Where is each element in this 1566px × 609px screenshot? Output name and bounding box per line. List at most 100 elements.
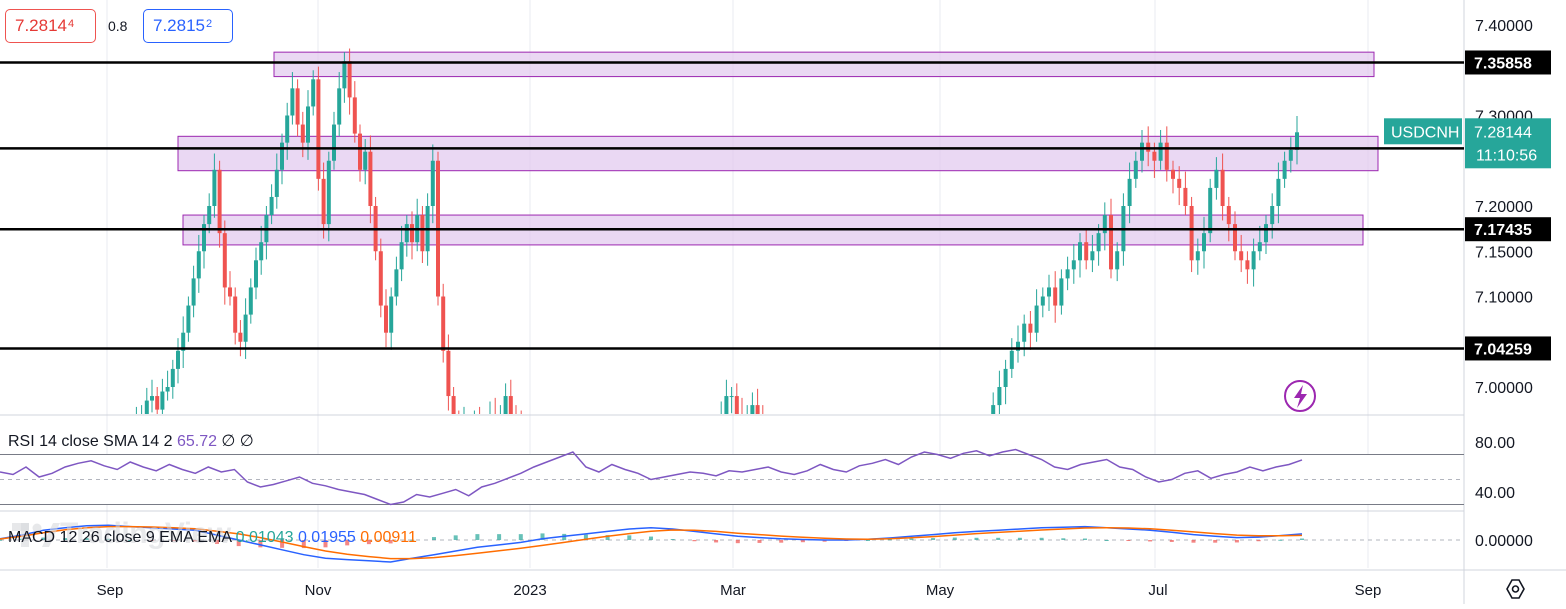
tradingview-logo: [12, 521, 60, 549]
candle-down: [714, 423, 718, 432]
rsi-na-2: ∅: [239, 433, 254, 450]
macd-legend[interactable]: MACD 12 26 close 9 EMA EMA 0.01043 0.019…: [8, 529, 417, 547]
price-tick-label: 7.00000: [1475, 380, 1533, 397]
candle-up: [1295, 132, 1299, 150]
macd-histogram-bar: [649, 536, 653, 540]
candle-down: [347, 61, 352, 98]
buy-price: 7.2815: [153, 16, 205, 35]
candle-down: [508, 396, 513, 414]
macd-histogram-bar: [128, 540, 133, 541]
candle-down: [1171, 169, 1175, 179]
macd-histogram-bar: [106, 538, 111, 540]
candles-group: [135, 48, 1299, 441]
candle-up: [186, 305, 191, 333]
candle-up: [1102, 215, 1107, 234]
candle-up: [202, 224, 206, 252]
macd-histogram-bar: [0, 539, 2, 541]
macd-histogram-bar: [931, 538, 936, 540]
candle-up: [1276, 178, 1281, 206]
macd-histogram-bar: [909, 538, 914, 540]
candle-down: [1028, 323, 1033, 333]
macd-histogram-bar: [388, 540, 393, 544]
macd-histogram-bar: [605, 535, 610, 540]
macd-histogram-bar: [475, 534, 480, 540]
macd-histogram-bar: [63, 538, 68, 540]
candle-down: [1189, 206, 1194, 261]
candle-up: [280, 142, 284, 170]
macd-histogram-bar: [1061, 538, 1066, 540]
time-tick-label: Mar: [720, 582, 746, 599]
candle-up: [311, 79, 316, 107]
candle-up: [269, 196, 274, 216]
candle-up: [181, 332, 186, 351]
candle-down: [358, 133, 362, 170]
watermark-text: TradingView: [60, 517, 231, 550]
candle-up: [212, 169, 217, 206]
candle-up: [389, 296, 394, 333]
macd-histogram-bar: [757, 540, 762, 543]
candle-up: [1022, 323, 1027, 342]
candle-down: [467, 423, 471, 441]
price-tick-label: 7.40000: [1475, 18, 1533, 35]
candle-up: [274, 169, 279, 197]
macd-histogram-bar: [193, 540, 198, 542]
candle-up: [745, 414, 749, 423]
candle-down: [734, 396, 739, 414]
candle-up: [1140, 142, 1144, 161]
macd-histogram-bar: [1256, 540, 1261, 542]
rsi-tick-label: 40.00: [1475, 485, 1515, 502]
macd-histogram-bar: [1191, 540, 1196, 543]
price-tick-label: 7.15000: [1475, 244, 1533, 261]
macd-histogram-bar: [692, 540, 697, 542]
candle-up: [1127, 178, 1132, 206]
macd-histogram-bar: [280, 540, 285, 548]
candle-up: [1065, 269, 1070, 279]
candle-down: [321, 178, 326, 225]
candle-down: [1245, 260, 1250, 270]
macd-histogram-bar: [518, 534, 523, 540]
candle-up: [254, 260, 258, 288]
macd-signal-line: [0, 525, 1303, 560]
candle-up: [1214, 169, 1219, 188]
macd-histogram-bar: [714, 540, 719, 543]
candle-down: [238, 332, 243, 342]
candle-down: [1177, 178, 1182, 188]
candle-up: [503, 396, 508, 414]
macd-histogram-bar: [301, 540, 306, 549]
candle-up: [498, 414, 502, 441]
candle-up: [1251, 251, 1256, 270]
candle-up: [160, 391, 165, 410]
sell-price: 7.2814: [15, 16, 67, 35]
macd-histogram-bar: [1126, 540, 1131, 541]
macd-histogram-bar: [952, 537, 957, 540]
candle-down: [1233, 224, 1237, 252]
time-tick-label: Sep: [97, 582, 124, 599]
macd-histogram-bar: [84, 538, 89, 540]
candle-down: [384, 305, 388, 333]
time-tick-label: 2023: [513, 582, 546, 599]
buy-price-button[interactable]: 7.2815 2: [143, 9, 233, 43]
candle-up: [259, 242, 264, 261]
price-tick-label: 7.10000: [1475, 290, 1533, 307]
macd-histogram-bar: [1169, 540, 1174, 542]
candle-down: [222, 233, 227, 288]
candle-down: [1220, 169, 1225, 206]
candle-up: [337, 88, 342, 125]
time-tick-label: May: [926, 582, 955, 599]
rsi-legend[interactable]: RSI 14 close SMA 14 2 65.72 ∅ ∅: [8, 431, 254, 451]
candle-up: [1003, 368, 1008, 387]
candle-up: [1034, 305, 1039, 333]
candle-up: [750, 405, 755, 414]
macd-histogram-bar: [149, 540, 154, 541]
macd-histogram-bar: [236, 540, 241, 547]
candle-up: [176, 350, 180, 369]
lightning-icon: [1284, 380, 1316, 412]
candle-up: [140, 414, 144, 423]
candle-up: [997, 387, 1002, 406]
candle-up: [342, 61, 347, 89]
macd-histogram-bar: [41, 537, 46, 540]
candle-up: [326, 160, 331, 225]
sell-price-button[interactable]: 7.2814 4: [5, 9, 96, 43]
